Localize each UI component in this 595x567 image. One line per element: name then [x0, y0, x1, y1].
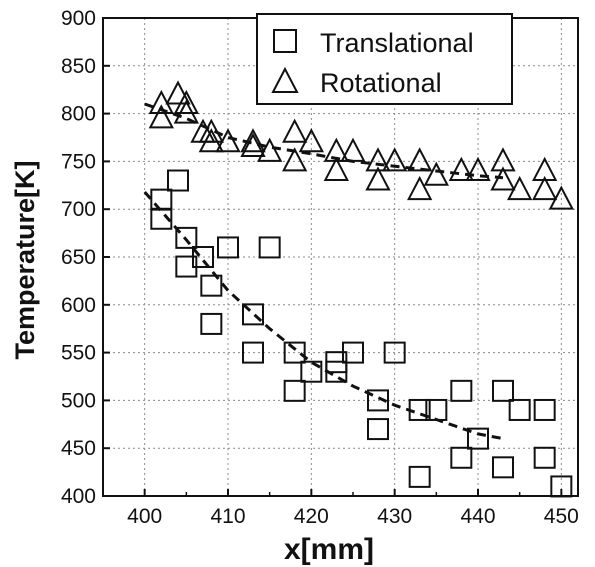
- translational-marker: [492, 379, 514, 402]
- translational-marker: [300, 360, 323, 383]
- rotational-marker: [215, 128, 241, 153]
- translational-marker: [408, 465, 431, 488]
- axis-ticks: 400 410 420 430 440 450 400 450 500 550 600 650 700 7…: [61, 7, 579, 528]
- translational-marker: [508, 398, 531, 421]
- translational-marker: [242, 341, 264, 364]
- translational-marker: [167, 169, 189, 192]
- rotational-marker: [282, 147, 308, 172]
- rotational-marker: [340, 137, 366, 162]
- rotational-marker: [173, 99, 199, 124]
- x-tick-label: 410: [210, 505, 245, 528]
- x-tick-label: 450: [544, 505, 579, 528]
- rotational-marker: [465, 156, 491, 181]
- legend-square-marker: [273, 29, 297, 53]
- rotational-marker: [365, 166, 391, 191]
- translational-marker: [425, 398, 448, 421]
- legend: Translational Rotational: [256, 13, 513, 105]
- rotational-marker: [173, 89, 199, 115]
- rotational-marker: [407, 147, 433, 172]
- y-axis-label: Temperature[K]: [10, 160, 40, 359]
- rotational-marker: [323, 156, 349, 181]
- rotational-marker: [282, 118, 308, 143]
- data-markers: [148, 80, 574, 498]
- rotational-marker: [148, 104, 174, 129]
- rotational-marker: [448, 156, 474, 181]
- translational-marker: [258, 236, 281, 259]
- translational-marker: [200, 274, 223, 297]
- translational-marker: [367, 389, 389, 412]
- translational-marker: [467, 427, 489, 450]
- rotational-marker: [382, 147, 408, 172]
- translational-marker: [450, 379, 473, 402]
- translational-marker: [367, 418, 389, 441]
- rotational-marker: [423, 161, 449, 186]
- translational-marker: [533, 398, 556, 421]
- rotational-marker: [490, 166, 516, 191]
- y-tick-label: 450: [61, 437, 96, 460]
- legend-box: [256, 13, 513, 105]
- translational-trend-line: [143, 191, 504, 441]
- y-tick-label: 900: [61, 7, 96, 30]
- translational-marker: [533, 446, 556, 469]
- rotational-marker: [240, 128, 266, 153]
- translational-marker: [325, 360, 348, 383]
- translational-marker: [450, 446, 473, 469]
- translational-marker: [283, 341, 306, 364]
- translational-marker: [242, 303, 264, 326]
- y-tick-label: 750: [61, 150, 96, 173]
- translational-marker: [283, 379, 306, 402]
- y-tick-label: 600: [61, 294, 96, 317]
- x-axis-label: x[mm]: [284, 533, 374, 566]
- translational-marker: [200, 312, 223, 335]
- rotational-marker: [240, 132, 266, 158]
- y-tick-label: 650: [61, 246, 96, 269]
- translational-marker: [408, 398, 431, 421]
- x-tick-label: 430: [377, 505, 412, 528]
- y-tick-label: 800: [61, 103, 96, 126]
- y-tick-label: 500: [61, 389, 96, 412]
- x-tick-label: 440: [460, 505, 495, 528]
- translational-marker: [342, 341, 364, 364]
- rotational-marker: [257, 137, 283, 162]
- rotational-marker: [198, 118, 224, 143]
- translational-marker: [192, 246, 214, 268]
- x-tick-label: 420: [294, 505, 329, 528]
- rotational-marker: [165, 80, 191, 105]
- translational-marker: [492, 456, 514, 479]
- y-tick-label: 700: [61, 198, 96, 221]
- y-tick-label: 550: [61, 342, 96, 365]
- rotational-marker: [532, 175, 558, 201]
- rotational-marker: [407, 175, 433, 201]
- translational-marker: [150, 188, 173, 211]
- x-tick-label: 400: [127, 505, 162, 528]
- rotational-marker: [298, 128, 324, 153]
- translational-marker: [383, 341, 406, 364]
- rotational-marker: [548, 185, 574, 210]
- trend-lines: [143, 102, 504, 441]
- legend-triangle-marker: [271, 66, 299, 93]
- translational-marker: [175, 226, 198, 249]
- translational-marker: [217, 236, 239, 259]
- legend-label-translational: Translational: [320, 28, 474, 58]
- y-tick-label: 850: [61, 55, 96, 78]
- rotational-marker: [507, 175, 533, 201]
- y-tick-label: 400: [61, 485, 96, 508]
- legend-label-rotational: Rotational: [320, 68, 442, 98]
